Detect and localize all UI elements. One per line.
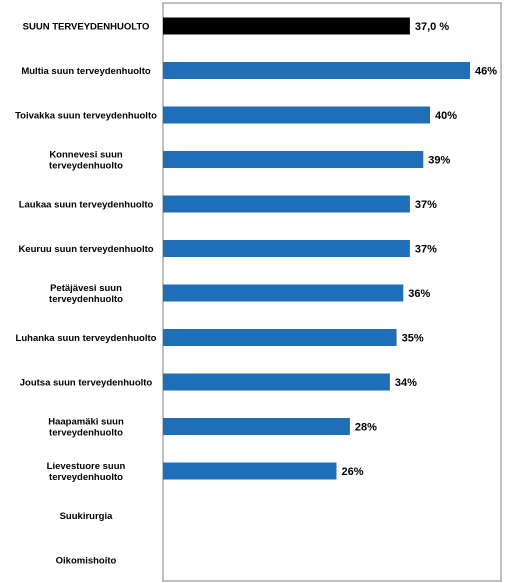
category-label-line: Toivakka suun terveydenhuolto (15, 111, 157, 122)
value-label: 36% (408, 288, 430, 300)
value-label: 39% (428, 155, 450, 167)
category-label: Haapamäki suun terveydenhuolto (48, 417, 124, 439)
category-label-line: terveydenhuolto (49, 161, 123, 172)
bar (163, 329, 397, 346)
category-label: Multia suun terveydenhuolto (21, 66, 151, 77)
value-label: 40% (435, 110, 457, 122)
category-label: Keuruu suun terveydenhuolto (18, 244, 153, 255)
bar (163, 284, 404, 302)
bar (163, 195, 410, 213)
category-label-line: Oikomishoito (56, 556, 117, 567)
bar (163, 373, 390, 391)
category-label-line: Lievestuore suun (47, 461, 126, 472)
category-label-line: SUUN TERVEYDENHUOLTO (23, 22, 150, 33)
value-label: 26% (342, 466, 364, 478)
bars (163, 17, 470, 480)
value-labels: 37,0 % 46% 40% 39% 37% 37% 36% 35% 34% 28% 26% (342, 21, 498, 478)
category-labels: SUUN TERVEYDENHUOLTO Multia suun terveyde… (15, 22, 157, 567)
category-label-line: Petäjävesi suun (50, 283, 122, 294)
category-label-line: Keuruu suun terveydenhuolto (18, 244, 153, 255)
category-label: Suukirurgia (60, 511, 114, 522)
value-label: 35% (402, 333, 424, 345)
category-label-line: Suukirurgia (60, 511, 114, 522)
value-label: 28% (355, 422, 377, 434)
category-label-line: Luhanka suun terveydenhuolto (16, 333, 157, 344)
category-label: Lievestuore suun terveydenhuolto (47, 461, 126, 483)
category-label-line: Multia suun terveydenhuolto (21, 66, 151, 77)
category-label: Laukaa suun terveydenhuolto (19, 200, 154, 211)
category-label: Joutsa suun terveydenhuolto (20, 378, 153, 389)
category-label-line: terveydenhuolto (49, 472, 123, 483)
category-label-line: terveydenhuolto (49, 428, 123, 439)
category-label: Toivakka suun terveydenhuolto (15, 111, 157, 122)
bar (163, 151, 424, 168)
bar (163, 240, 410, 257)
category-label: Luhanka suun terveydenhuolto (16, 333, 157, 344)
value-label: 37,0 % (415, 21, 449, 33)
bar (163, 106, 430, 124)
category-label: SUUN TERVEYDENHUOLTO (23, 22, 150, 33)
bar (163, 17, 410, 35)
bar (163, 62, 470, 79)
category-label-line: terveydenhuolto (49, 294, 123, 305)
value-label: 46% (475, 66, 497, 78)
value-label: 37% (415, 244, 437, 256)
bar (163, 462, 337, 480)
value-label: 37% (415, 199, 437, 211)
bar (163, 418, 350, 435)
value-label: 34% (395, 377, 417, 389)
category-label: Konnevesi suun terveydenhuolto (49, 150, 123, 172)
category-label-line: Haapamäki suun (48, 417, 124, 428)
category-label-line: Konnevesi suun (49, 150, 123, 161)
category-label-line: Laukaa suun terveydenhuolto (19, 200, 154, 211)
category-label: Oikomishoito (56, 556, 117, 567)
category-label-line: Joutsa suun terveydenhuolto (20, 378, 153, 389)
category-label: Petäjävesi suun terveydenhuolto (49, 283, 123, 305)
